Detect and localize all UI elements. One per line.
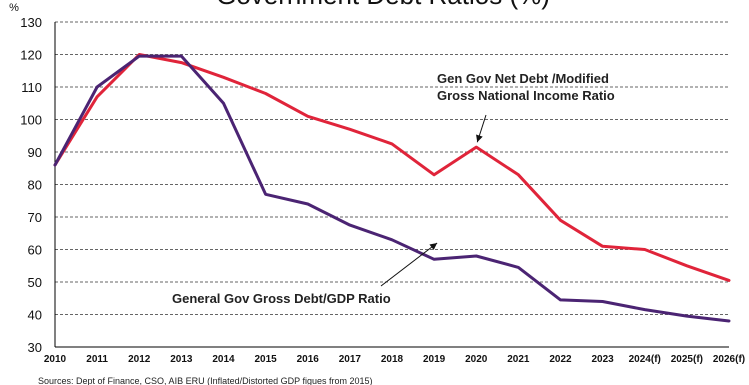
series-line-net-debt-gni	[53, 53, 731, 282]
y-axis-unit-label: %	[9, 2, 19, 14]
x-tick-label-2022: 2022	[549, 354, 572, 365]
annotation-arrow-head-net-debt	[476, 134, 483, 143]
annotation-arrow-head-gross-debt	[429, 243, 438, 251]
annotations: Gen Gov Net Debt /Modified Gross National…	[172, 71, 615, 306]
x-tick-label-2016: 2016	[297, 354, 320, 365]
annotation-net-debt-line-1: Gen Gov Net Debt /Modified	[437, 71, 609, 86]
y-tick-label-130: 130	[20, 15, 42, 30]
series-line-gross-debt-gdp	[53, 54, 731, 323]
x-tick-label-2011: 2011	[86, 354, 108, 365]
y-tick-label-110: 110	[21, 80, 42, 95]
x-tick-label-2020: 2020	[465, 354, 488, 365]
y-tick-label-60: 60	[28, 243, 42, 258]
x-tick-label-2025(f): 2025(f)	[671, 354, 703, 365]
source-note: Sources: Dept of Finance, CSO, AIB ERU (…	[38, 376, 372, 385]
annotation-arrow-shaft-gross-debt	[380, 242, 438, 287]
y-tick-label-80: 80	[28, 178, 42, 193]
x-tick-label-2015: 2015	[255, 354, 278, 365]
x-tick-label-2010: 2010	[44, 354, 67, 365]
x-tick-label-2026(f): 2026(f)	[713, 354, 745, 365]
y-tick-label-40: 40	[28, 308, 42, 323]
x-tick-label-2023: 2023	[592, 354, 615, 365]
annotation-net-debt-line-2: Gross National Income Ratio	[437, 88, 615, 103]
x-tick-label-2017: 2017	[339, 354, 362, 365]
y-tick-label-50: 50	[28, 275, 42, 290]
y-tick-label-90: 90	[28, 145, 42, 160]
annotation-gross-debt-line-1: General Gov Gross Debt/GDP Ratio	[172, 291, 391, 306]
x-tick-label-2018: 2018	[381, 354, 404, 365]
x-tick-label-2012: 2012	[128, 354, 151, 365]
series-lines	[53, 53, 731, 323]
y-tick-label-70: 70	[28, 210, 42, 225]
chart-title: Government Debt Ratios (%)	[216, 0, 550, 10]
y-tick-labels: 30 40 50 60 70 80 90 100 110 120 130	[20, 15, 42, 355]
axes	[54, 22, 729, 348]
x-tick-label-2019: 2019	[423, 354, 446, 365]
y-tick-label-120: 120	[20, 48, 42, 63]
x-tick-label-2013: 2013	[170, 354, 193, 365]
gridlines	[55, 21, 729, 315]
y-tick-label-100: 100	[20, 113, 42, 128]
x-tick-labels: 2010 2011 2012 2013 2014 2015 2016 2017 2018 2019…	[44, 354, 745, 365]
x-tick-label-2014: 2014	[212, 354, 235, 365]
x-tick-label-2021: 2021	[507, 354, 530, 365]
y-tick-label-30: 30	[28, 340, 42, 355]
x-tick-label-2024(f): 2024(f)	[629, 354, 661, 365]
